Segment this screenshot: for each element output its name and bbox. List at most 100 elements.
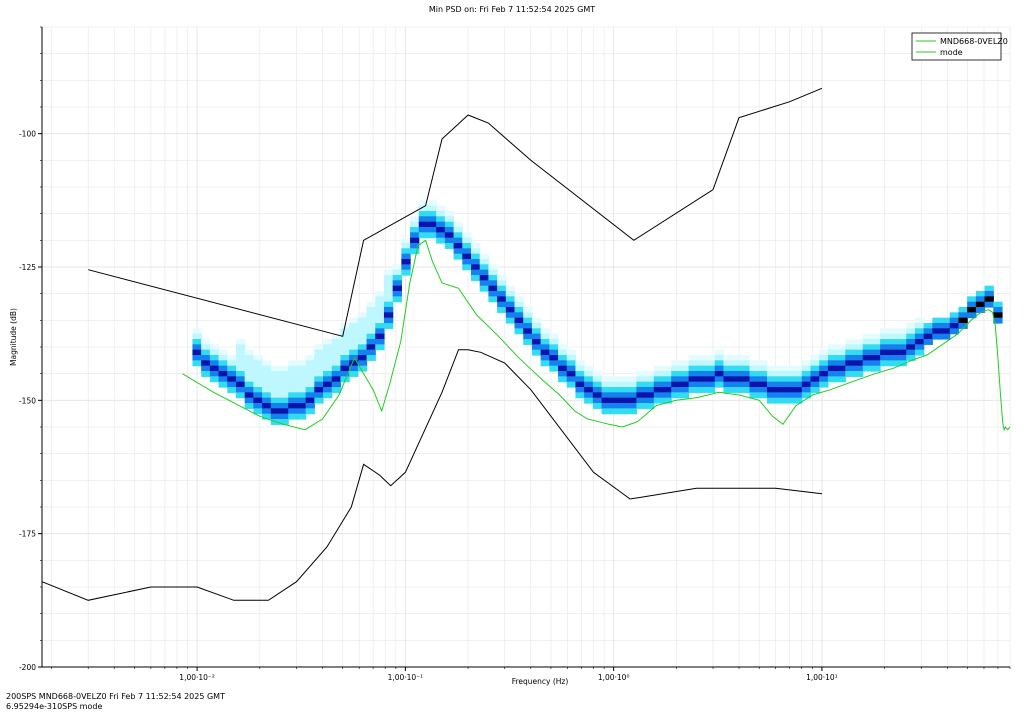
pdf-cell	[906, 333, 916, 340]
pdf-cell	[827, 365, 838, 372]
pdf-cell	[740, 365, 751, 372]
pdf-cell	[697, 376, 707, 383]
pdf-cell	[296, 413, 307, 420]
pdf-cell	[235, 381, 246, 388]
pdf-cell	[270, 397, 281, 404]
pdf-cell	[793, 376, 803, 383]
pdf-cell	[732, 381, 742, 388]
pdf-cell	[270, 408, 281, 415]
pdf-cell	[636, 387, 646, 393]
pdf-cell	[349, 328, 359, 335]
pdf-cell	[331, 344, 342, 351]
pdf-cell	[784, 381, 794, 388]
pdf-cell	[975, 296, 986, 303]
x-tick-label: 1,00·10⁻²	[179, 673, 215, 682]
pdf-cell	[845, 349, 855, 356]
pdf-cell	[601, 376, 611, 383]
pdf-cell	[671, 387, 681, 393]
pdf-cell	[671, 381, 681, 388]
pdf-cell	[679, 371, 690, 377]
pdf-cell	[192, 328, 202, 335]
pdf-cell	[209, 349, 220, 356]
chart-title: Min PSD on: Fri Feb 7 11:52:54 2025 GMT	[428, 5, 596, 14]
pdf-cell	[375, 333, 385, 340]
pdf-cell	[279, 381, 289, 388]
pdf-cell	[244, 365, 254, 372]
pdf-cell	[253, 392, 263, 399]
pdf-cell	[880, 344, 890, 351]
pdf-cell	[270, 403, 281, 409]
pdf-cell	[357, 360, 368, 367]
pdf-cell	[845, 365, 855, 372]
pdf-cell	[584, 376, 594, 383]
pdf-cell	[349, 349, 359, 356]
pdf-cell	[819, 360, 829, 367]
pdf-cell	[706, 381, 716, 388]
pdf-cell	[810, 355, 820, 361]
pdf-cell	[880, 339, 890, 345]
pdf-cell	[514, 317, 524, 324]
pdf-cell	[688, 371, 698, 377]
pdf-cell	[601, 397, 611, 404]
x-tick-label: 1,00·10⁰	[598, 673, 630, 682]
pdf-cell	[401, 243, 411, 249]
pdf-cell	[279, 408, 289, 415]
pdf-cell	[453, 227, 463, 233]
pdf-cell	[279, 403, 289, 409]
pdf-cell	[323, 360, 333, 367]
pdf-cell	[671, 376, 681, 383]
pdf-cell	[505, 296, 516, 303]
pdf-cell	[566, 365, 577, 372]
pdf-cell	[523, 323, 533, 329]
pdf-cell	[488, 285, 498, 292]
pdf-cell	[671, 365, 681, 372]
pdf-cell	[592, 397, 603, 404]
pdf-cell	[418, 227, 429, 233]
pdf-cell	[505, 307, 516, 313]
pdf-cell	[340, 333, 350, 340]
footer-line-2: 6.95294e-310SPS mode	[6, 702, 103, 711]
pdf-cell	[949, 323, 960, 329]
pdf-cell	[749, 381, 759, 388]
pdf-cell	[749, 392, 759, 399]
pdf-cell	[288, 360, 298, 367]
pdf-cell	[758, 360, 768, 367]
pdf-cell	[766, 365, 777, 372]
pdf-cell	[941, 317, 951, 324]
pdf-cell	[366, 317, 376, 324]
pdf-cell	[993, 312, 1003, 319]
pdf-cell	[932, 328, 942, 335]
pdf-cell	[610, 387, 620, 393]
pdf-cell	[523, 307, 533, 313]
pdf-cell	[227, 365, 237, 372]
pdf-cell	[618, 381, 629, 388]
pdf-cell	[906, 344, 916, 351]
pdf-cell	[488, 291, 498, 297]
pdf-cell	[244, 355, 254, 361]
pdf-cell	[627, 381, 637, 388]
pdf-cell	[592, 403, 603, 409]
pdf-cell	[288, 376, 298, 383]
pdf-cell	[383, 275, 394, 281]
pdf-cell	[253, 381, 263, 388]
pdf-cell	[714, 349, 725, 356]
pdf-cell	[523, 333, 533, 340]
pdf-cell	[775, 376, 785, 383]
y-tick-label: -150	[19, 396, 36, 405]
pdf-cell	[514, 307, 524, 313]
pdf-cell	[993, 317, 1003, 324]
pdf-cell	[871, 339, 881, 345]
x-tick-label: 1,00·10¹	[806, 673, 838, 682]
pdf-cell	[975, 307, 986, 313]
pdf-cell	[314, 355, 324, 361]
pdf-cell	[505, 317, 516, 324]
pdf-cell	[505, 285, 516, 292]
pdf-cell	[592, 387, 603, 393]
pdf-cell	[610, 376, 620, 383]
pdf-cell	[801, 371, 812, 377]
pdf-cell	[880, 333, 890, 340]
pdf-cell	[618, 408, 629, 415]
pdf-cell	[523, 328, 533, 335]
pdf-cell	[427, 205, 437, 212]
pdf-cell	[375, 317, 385, 324]
